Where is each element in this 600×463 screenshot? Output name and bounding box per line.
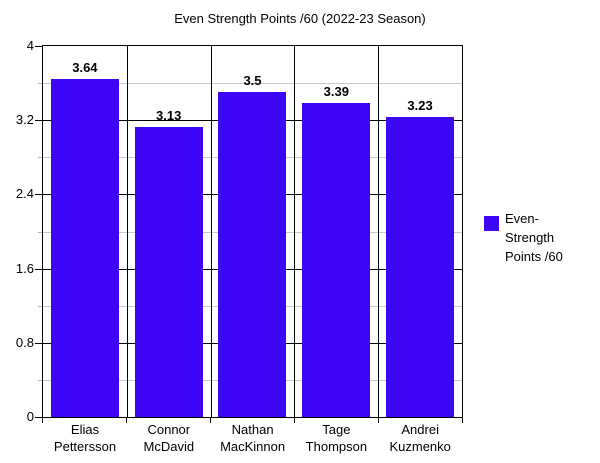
- y-tick-label: 4: [26, 38, 34, 53]
- x-category-label-line: Thompson: [305, 439, 368, 454]
- legend-label-line-1: Even-: [505, 211, 539, 226]
- bar-cell-andrei-kuzmenko: 3.23: [378, 46, 462, 417]
- x-category-label-line: Nathan: [231, 422, 274, 437]
- x-axis-tick: [210, 418, 211, 423]
- category-separator: [210, 46, 212, 417]
- category-separator: [378, 46, 380, 417]
- y-axis-tick: [35, 417, 42, 418]
- gridline-minor: [43, 83, 462, 85]
- x-category-label-andrei-kuzmenko: Andrei Kuzmenko: [378, 421, 462, 455]
- x-category-label-nathan-mackinnon: Nathan MacKinnon: [211, 421, 295, 455]
- y-axis-minor-tick: [38, 380, 42, 381]
- bar-value-label: 3.5: [243, 73, 262, 89]
- bar-nathan-mackinnon: [218, 92, 287, 417]
- bar-elias-pettersson: [50, 79, 119, 417]
- y-axis-tick: [35, 269, 42, 270]
- x-category-label-line: MacKinnon: [220, 439, 286, 454]
- x-category-label-line: Pettersson: [53, 439, 117, 454]
- y-axis-minor-tick: [38, 83, 42, 84]
- bar-connor-mcdavid: [134, 126, 203, 417]
- x-category-label-line: Tage: [322, 422, 351, 437]
- x-axis-tick: [126, 418, 127, 423]
- y-tick-label: 1.6: [15, 261, 34, 276]
- x-category-label-connor-mcdavid: Connor McDavid: [127, 421, 211, 455]
- legend-label: Even- Strength Points /60: [505, 209, 563, 266]
- bar-value-label: 3.23: [407, 98, 433, 114]
- bar-value-label: 3.13: [156, 107, 182, 123]
- legend-swatch: [484, 216, 499, 231]
- plot-area: 3.64 3.13 3.5 3.39 3.23: [42, 45, 463, 418]
- y-axis-minor-tick: [38, 306, 42, 307]
- y-axis-minor-tick: [38, 157, 42, 158]
- bar-cell-elias-pettersson: 3.64: [43, 46, 127, 417]
- x-category-label-line: McDavid: [143, 439, 195, 454]
- y-axis-tick: [35, 46, 42, 47]
- x-axis-tick: [42, 418, 43, 423]
- chart-title: Even Strength Points /60 (2022-23 Season…: [174, 11, 426, 26]
- x-category-label-line: Andrei: [401, 422, 439, 437]
- bar-cell-nathan-mackinnon: 3.5: [211, 46, 295, 417]
- bar-value-label: 3.64: [72, 60, 98, 76]
- y-axis-tick: [35, 120, 42, 121]
- x-category-label-line: Kuzmenko: [389, 439, 451, 454]
- x-axis-tick: [462, 418, 463, 423]
- x-axis-tick: [378, 418, 379, 423]
- category-separator: [126, 46, 128, 417]
- legend-label-line-3: Points /60: [505, 249, 563, 264]
- y-axis-tick: [35, 343, 42, 344]
- y-tick-label: 2.4: [15, 186, 34, 201]
- bar-tage-thompson: [302, 102, 371, 417]
- legend-label-line-2: Strength: [505, 230, 555, 245]
- bar-cell-connor-mcdavid: 3.13: [127, 46, 211, 417]
- y-axis-minor-tick: [38, 232, 42, 233]
- x-category-label-line: Elias: [70, 422, 100, 437]
- x-axis-tick: [294, 418, 295, 423]
- y-tick-label: 0: [26, 409, 34, 424]
- y-tick-label: 3.2: [15, 112, 34, 127]
- bar-value-label: 3.39: [323, 83, 349, 99]
- bar-cell-tage-thompson: 3.39: [294, 46, 378, 417]
- x-category-label-elias-pettersson: Elias Pettersson: [43, 421, 127, 455]
- x-category-label-tage-thompson: Tage Thompson: [294, 421, 378, 455]
- y-axis-tick: [35, 194, 42, 195]
- bar-andrei-kuzmenko: [386, 117, 455, 417]
- category-separator: [294, 46, 296, 417]
- x-category-label-line: Connor: [147, 422, 191, 437]
- y-tick-label: 0.8: [15, 335, 34, 350]
